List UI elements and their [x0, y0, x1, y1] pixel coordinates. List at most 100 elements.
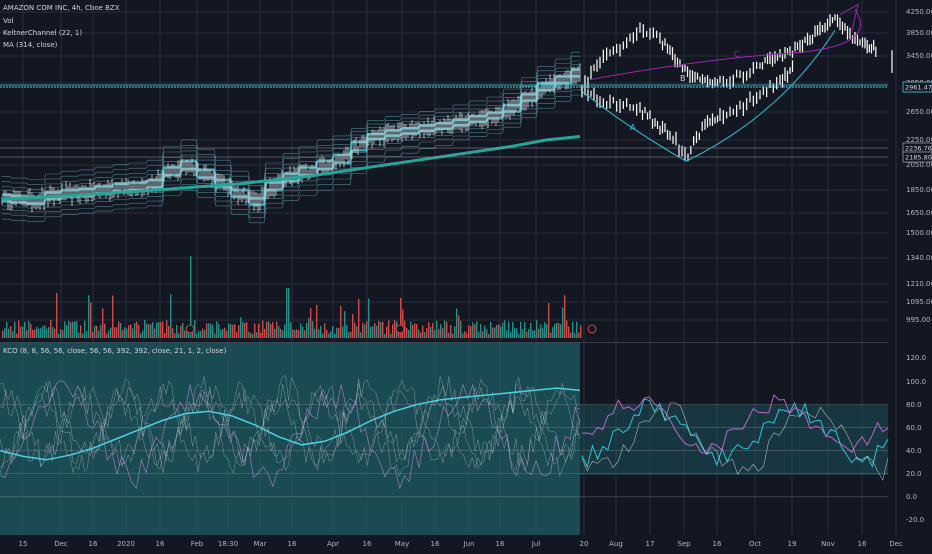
- volume-bar: [576, 321, 578, 338]
- volume-bar: [102, 308, 104, 338]
- volume-bar: [428, 322, 430, 338]
- volume-bar: [322, 333, 324, 338]
- volume-bar: [388, 320, 390, 338]
- volume-bar: [310, 308, 312, 338]
- volume-bar: [298, 330, 300, 338]
- volume-bar: [490, 321, 492, 338]
- volume-bar: [16, 333, 18, 338]
- volume-bar: [26, 330, 28, 338]
- volume-bar: [64, 321, 66, 338]
- legend-ma: MA (314, close): [3, 41, 58, 49]
- volume-bar: [176, 324, 178, 338]
- volume-bar: [212, 324, 214, 338]
- volume-bar: [516, 328, 518, 338]
- osc-projection-white: [581, 402, 889, 481]
- volume-bar: [308, 317, 310, 338]
- volume-bar: [154, 328, 156, 338]
- volume-bar: [494, 327, 496, 338]
- volume-bar: [482, 331, 484, 338]
- volume-bar: [106, 333, 108, 338]
- osc-axis-tick: 80.0: [906, 401, 922, 409]
- volume-bar: [468, 325, 470, 338]
- volume-bar: [192, 332, 194, 338]
- volume-bar: [448, 332, 450, 338]
- volume-bar: [306, 322, 308, 338]
- volume-bar: [334, 333, 336, 338]
- volume-bar: [508, 321, 510, 338]
- volume-bar: [496, 325, 498, 338]
- volume-bar: [270, 323, 272, 338]
- volume-bar: [226, 330, 228, 338]
- time-axis-tick: Feb: [191, 540, 204, 548]
- volume-bar: [422, 325, 424, 338]
- volume-bar: [40, 328, 42, 338]
- volume-bar: [352, 313, 354, 338]
- volume-bar: [104, 323, 106, 338]
- osc-slow-line: [0, 387, 581, 461]
- volume-bar: [510, 331, 512, 338]
- volume-bar: [536, 320, 538, 338]
- volume-bar: [558, 323, 560, 338]
- time-axis-tick: 2020: [117, 540, 135, 548]
- volume-bar: [512, 322, 514, 338]
- volume-bar: [242, 322, 244, 338]
- price-tag-label: 2185.80: [905, 154, 932, 162]
- volume-bar: [342, 326, 344, 338]
- volume-bar: [258, 323, 260, 338]
- volume-bar: [86, 330, 88, 338]
- volume-bar: [538, 329, 540, 338]
- volume-bar: [210, 323, 212, 338]
- volume-bar: [574, 333, 576, 338]
- keltner-band: [2, 60, 580, 191]
- volume-bar: [454, 326, 456, 338]
- time-axis-tick: 16: [713, 540, 722, 548]
- osc-fast-line: [0, 382, 581, 471]
- volume-bar: [438, 328, 440, 338]
- volume-bar: [398, 328, 400, 338]
- volume-bar: [228, 323, 230, 338]
- price-tag-label: 2961.47: [905, 84, 932, 92]
- volume-bar: [234, 324, 236, 338]
- volume-bar: [158, 322, 160, 338]
- osc-fast-line: [0, 385, 581, 472]
- volume-bar: [292, 329, 294, 338]
- keltner-band: [2, 55, 580, 186]
- time-axis-tick: 18:30: [218, 540, 238, 548]
- osc-projection-magenta: [581, 394, 889, 454]
- volume-bar: [554, 324, 556, 338]
- volume-bar: [184, 330, 186, 338]
- volume-bar: [390, 333, 392, 338]
- volume-bar: [408, 330, 410, 338]
- volume-bar: [524, 322, 526, 338]
- volume-bar: [424, 332, 426, 338]
- annotation-b: B: [680, 74, 686, 83]
- volume-bar: [462, 333, 464, 338]
- volume-bar: [248, 331, 250, 338]
- volume-bar: [170, 294, 172, 338]
- volume-bar: [92, 331, 94, 338]
- volume-bar: [284, 324, 286, 338]
- volume-bar: [256, 332, 258, 338]
- volume-bar: [44, 325, 46, 338]
- volume-bar: [420, 332, 422, 338]
- volume-bar: [410, 321, 412, 338]
- oscillator-history-fill: [0, 342, 580, 535]
- volume-bar: [464, 331, 466, 338]
- volume-bar: [466, 333, 468, 338]
- volume-bar: [148, 324, 150, 338]
- volume-bar: [112, 295, 114, 338]
- volume-bar: [98, 330, 100, 338]
- volume-bar: [132, 328, 134, 338]
- volume-bar: [470, 326, 472, 338]
- volume-bar: [168, 325, 170, 338]
- volume-bar: [518, 333, 520, 338]
- volume-bar: [84, 320, 86, 338]
- volume-bar: [6, 321, 8, 338]
- time-axis-tick: 16: [363, 540, 372, 548]
- volume-bar: [80, 325, 82, 338]
- volume-bar: [430, 326, 432, 338]
- osc-fast-line: [0, 389, 581, 477]
- volume-bar: [578, 332, 580, 338]
